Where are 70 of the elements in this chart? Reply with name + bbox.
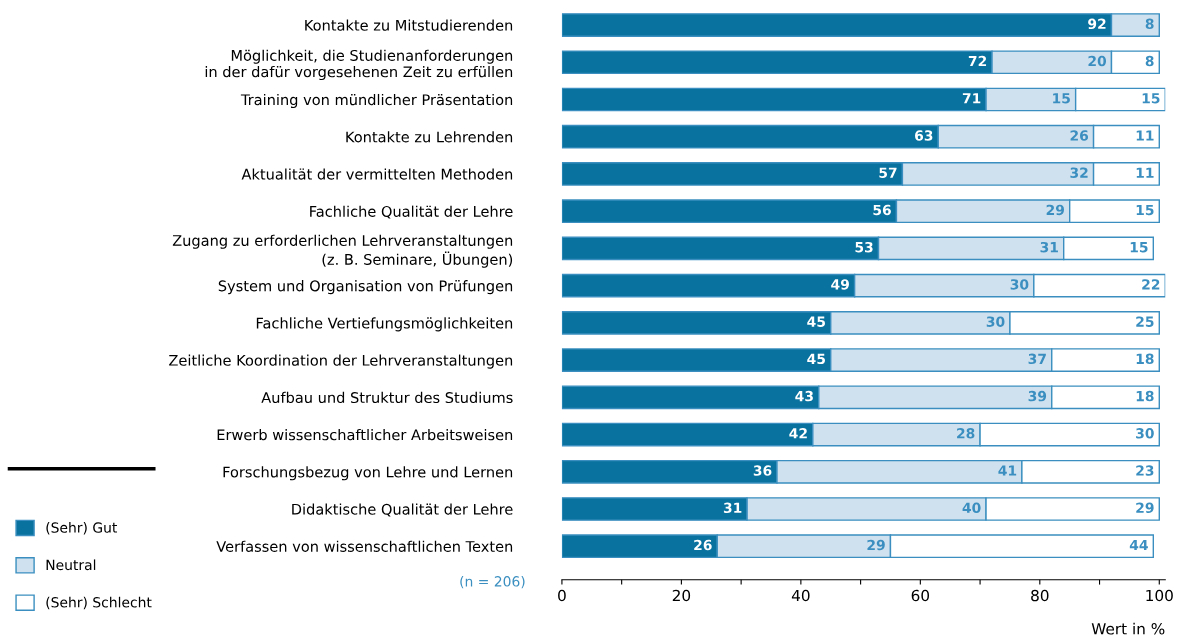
x-tick-label: 80 — [1031, 589, 1049, 602]
data-label: 36 — [753, 465, 772, 476]
data-label: 49 — [831, 279, 849, 290]
y-tick-label: Aktualität der vermittelten Methoden — [241, 168, 513, 180]
data-label: 8 — [1145, 18, 1154, 30]
x-tick-label: 20 — [672, 589, 691, 602]
data-label: 44 — [1129, 539, 1148, 551]
data-label: 29 — [867, 539, 885, 551]
data-label: 28 — [957, 428, 975, 439]
y-tick-label: Zeitliche Koordination der Lehrveranstaltungen — [169, 354, 513, 369]
data-label: 32 — [1070, 167, 1088, 178]
data-label: 31 — [1040, 241, 1058, 253]
data-label: 45 — [807, 316, 825, 327]
y-tick-label: System und Organisation von Prüfungen — [218, 280, 513, 295]
data-label: 11 — [1136, 167, 1154, 178]
data-label: 40 — [962, 502, 981, 514]
y-tick-label: Verfassen von wissenschaftlichen Texten — [216, 540, 513, 552]
data-label: 37 — [1028, 353, 1046, 365]
y-tick-label: Möglichkeit, die Studienanforderungen in der dafür vorgesehenen Zeit zu erfüllen — [205, 49, 513, 81]
x-tick-label: 40 — [791, 589, 810, 602]
data-label: 30 — [1010, 279, 1029, 290]
y-tick-label: Aufbau und Struktur des Studiums — [261, 391, 513, 404]
y-tick-label: Didaktische Qualität der Lehre — [292, 503, 513, 517]
y-tick-label: Kontakte zu Lehrenden — [346, 131, 513, 143]
data-label: 92 — [1088, 18, 1106, 30]
data-label: 25 — [1136, 316, 1154, 327]
data-label: 26 — [1070, 130, 1089, 141]
legend-label: (Sehr) Schlecht — [46, 596, 152, 610]
data-label: 63 — [915, 130, 933, 141]
x-tick-label: 60 — [911, 589, 930, 602]
data-label: 30 — [1136, 428, 1154, 439]
data-label: 11 — [1136, 130, 1154, 141]
data-label: 43 — [795, 390, 813, 402]
data-label: 8 — [1145, 55, 1154, 67]
data-label: 41 — [998, 465, 1017, 476]
data-label: 56 — [873, 204, 891, 216]
data-label: 71 — [962, 93, 981, 104]
x-tick-label: 100 — [1146, 589, 1173, 602]
data-label: 18 — [1136, 353, 1154, 365]
y-tick-label: Erwerb wissenschaftlicher Arbeitsweisen — [217, 429, 513, 441]
y-tick-label: Fachliche Vertiefungsmöglichkeiten — [256, 317, 513, 332]
y-tick-label: Fachliche Qualität der Lehre — [310, 205, 513, 219]
y-tick-label: Kontakte zu Mitstudierenden — [305, 19, 513, 31]
data-label: 29 — [1046, 204, 1065, 216]
y-tick-label: Forschungsbezug von Lehre und Lernen — [223, 466, 513, 481]
data-label: 29 — [1136, 502, 1154, 514]
data-label: 23 — [1136, 465, 1154, 476]
data-label: 45 — [807, 353, 825, 365]
x-axis-title: Wert in % — [1091, 622, 1165, 635]
text: (n = 206) — [460, 575, 525, 589]
data-label: 42 — [789, 428, 807, 439]
data-label: 39 — [1028, 390, 1047, 402]
data-label: 18 — [1136, 390, 1154, 402]
data-label: 20 — [1088, 55, 1107, 67]
legend-label: Neutral — [46, 559, 96, 571]
data-label: 30 — [986, 316, 1005, 327]
data-label: 26 — [694, 539, 712, 551]
legend-label: (Sehr) Gut — [46, 522, 118, 535]
data-label: 72 — [968, 55, 987, 67]
data-label: 57 — [879, 167, 897, 178]
data-label: 31 — [723, 502, 742, 514]
x-tick-label: 0 — [558, 589, 566, 602]
y-tick-label: Training von mündlicher Präsentation — [240, 93, 513, 109]
data-label: 15 — [1136, 204, 1154, 216]
y-tick-label: Zugang zu erforderlichen Lehrveranstaltungen (z. B. Seminare, Übungen) — [172, 234, 513, 268]
data-label: 15 — [1053, 93, 1070, 104]
data-label: 15 — [1142, 93, 1160, 104]
data-label: 22 — [1142, 279, 1160, 290]
data-label: 15 — [1130, 242, 1148, 253]
data-label: 53 — [855, 241, 873, 253]
